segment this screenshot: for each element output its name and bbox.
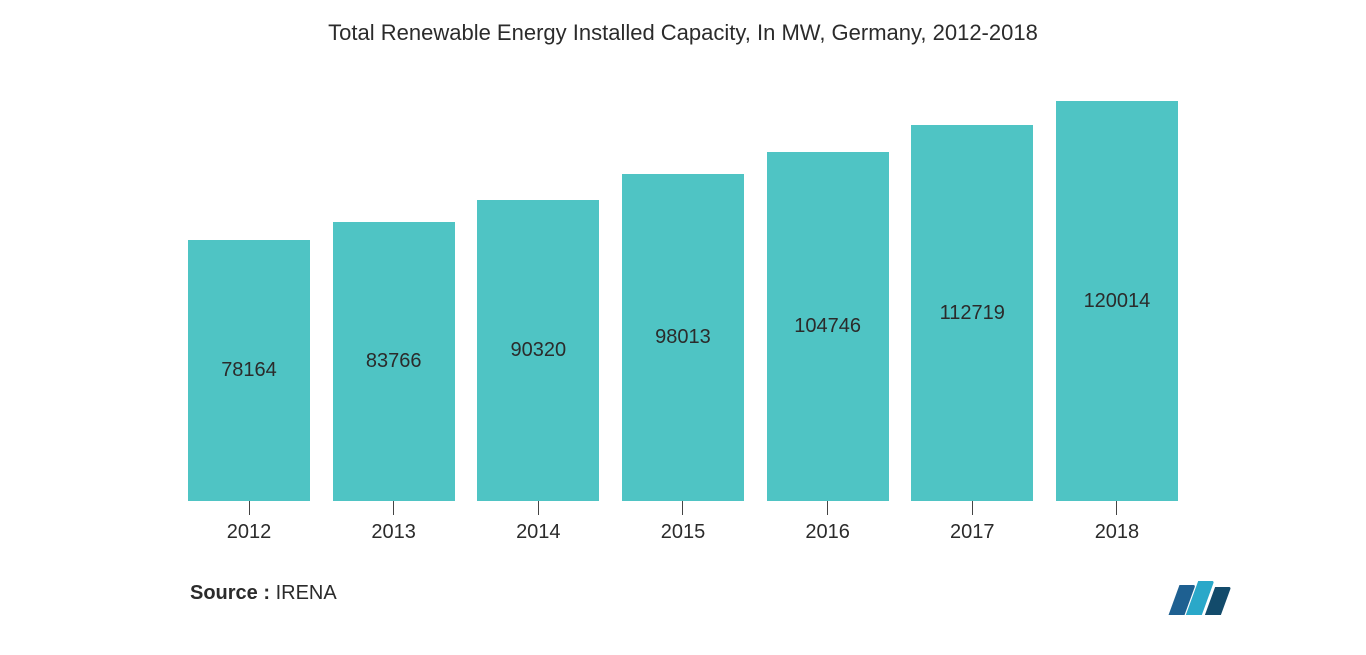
- axis-tick: [249, 501, 250, 515]
- axis-category-label: 2012: [188, 521, 310, 544]
- axis-tick: [972, 501, 973, 515]
- axis-category-label: 2015: [622, 521, 744, 544]
- bar: 112719: [911, 125, 1033, 501]
- axis-tick: [393, 501, 394, 515]
- bar-2016: 104746: [767, 152, 889, 501]
- source-label: Source :: [190, 582, 276, 604]
- bar-value-label: 120014: [1084, 290, 1151, 313]
- axis-category-label: 2018: [1056, 521, 1178, 544]
- bar-value-label: 83766: [366, 350, 422, 373]
- axis-tick: [1116, 501, 1117, 515]
- bar: 83766: [333, 222, 455, 501]
- axis-ticks: [188, 501, 1178, 515]
- axis-category-label: 2017: [911, 521, 1033, 544]
- bar-value-label: 112719: [940, 302, 1005, 325]
- source-footer: Source : IRENA: [190, 582, 337, 605]
- chart-container: Total Renewable Energy Installed Capacit…: [0, 0, 1366, 655]
- chart-title: Total Renewable Energy Installed Capacit…: [60, 20, 1306, 46]
- bar-value-label: 98013: [655, 326, 711, 349]
- bar-2017: 112719: [911, 125, 1033, 501]
- bar: 98013: [622, 174, 744, 501]
- axis-tick: [827, 501, 828, 515]
- axis-category-label: 2013: [333, 521, 455, 544]
- brand-logo: [1174, 581, 1226, 615]
- axis-category-label: 2016: [767, 521, 889, 544]
- bar: 78164: [188, 240, 310, 501]
- bar-2018: 120014: [1056, 101, 1178, 501]
- bar: 90320: [477, 200, 599, 501]
- axis-tick: [682, 501, 683, 515]
- bar-value-label: 78164: [221, 359, 277, 382]
- bar-2015: 98013: [622, 174, 744, 501]
- axis-category-label: 2014: [477, 521, 599, 544]
- bar-2014: 90320: [477, 200, 599, 501]
- bar-2013: 83766: [333, 222, 455, 501]
- axis-labels: 2012 2013 2014 2015 2016 2017 2018: [188, 515, 1178, 544]
- source-value: IRENA: [276, 582, 337, 604]
- bar-2012: 78164: [188, 240, 310, 501]
- plot-area: 78164 83766 90320 98013 104746 112719 120014: [188, 71, 1178, 501]
- bar-value-label: 104746: [794, 315, 861, 338]
- bar: 104746: [767, 152, 889, 501]
- bar-value-label: 90320: [511, 339, 567, 362]
- axis-tick: [538, 501, 539, 515]
- bar: 120014: [1056, 101, 1178, 501]
